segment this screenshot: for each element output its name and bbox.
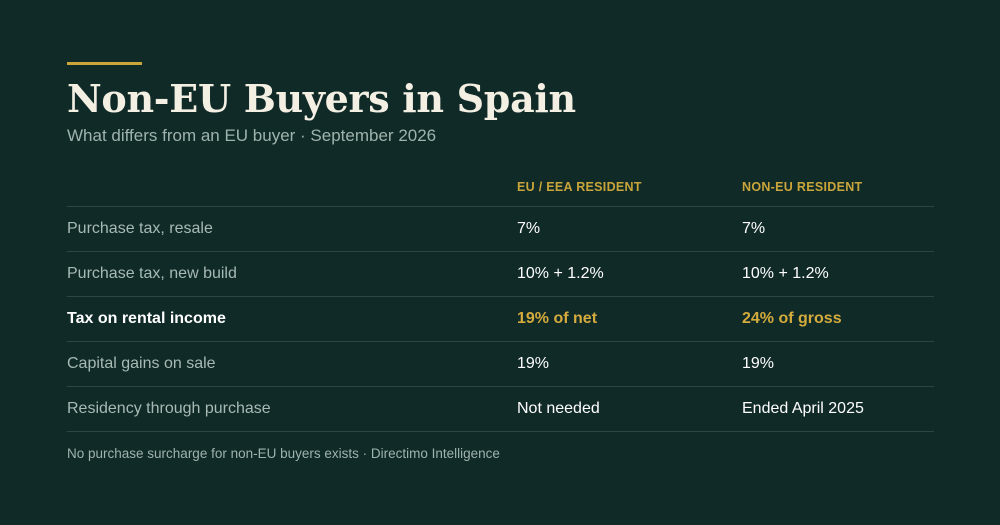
row-label: Residency through purchase [67,400,271,417]
table-row-highlighted: Tax on rental income 19% of net 24% of g… [67,297,934,342]
non-eu-value: 7% [742,220,766,237]
eu-value: Not needed [517,400,600,417]
footnote: No purchase surcharge for non-EU buyers … [67,446,500,461]
row-label: Purchase tax, resale [67,220,213,237]
non-eu-value: 10% + 1.2% [742,265,829,282]
table-row: Residency through purchase Not needed En… [67,387,934,432]
column-header-non-eu: NON-EU RESIDENT [742,180,863,194]
page-subtitle: What differs from an EU buyer · Septembe… [67,126,437,145]
eu-value: 19% of net [517,310,598,327]
column-header-eu: EU / EEA RESIDENT [517,180,642,194]
eu-value: 19% [517,355,550,372]
comparison-table: EU / EEA RESIDENT NON-EU RESIDENT Purcha… [67,164,934,432]
table-row: Purchase tax, new build 10% + 1.2% 10% +… [67,252,934,297]
non-eu-value: Ended April 2025 [742,400,864,417]
row-label: Purchase tax, new build [67,265,237,282]
eu-value: 7% [517,220,541,237]
row-label: Tax on rental income [67,310,226,327]
non-eu-value: 19% [742,355,775,372]
row-label: Capital gains on sale [67,355,216,372]
accent-bar [67,62,142,65]
page-title: Non-EU Buyers in Spain [67,76,576,121]
table-header: EU / EEA RESIDENT NON-EU RESIDENT [67,164,934,207]
table-row: Capital gains on sale 19% 19% [67,342,934,387]
eu-value: 10% + 1.2% [517,265,604,282]
table-row: Purchase tax, resale 7% 7% [67,207,934,252]
non-eu-value: 24% of gross [742,310,842,327]
